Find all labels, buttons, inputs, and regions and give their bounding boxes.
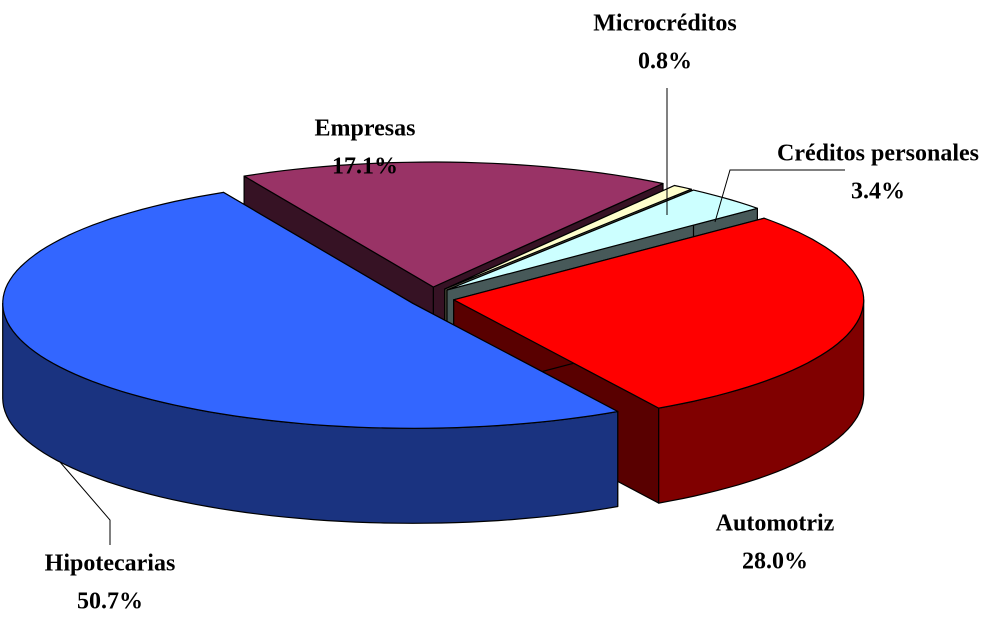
slice-label: Microcréditos bbox=[593, 11, 737, 37]
slice-value-label: 50.7% bbox=[77, 589, 143, 615]
slice bbox=[446, 189, 758, 291]
slice bbox=[453, 217, 865, 409]
slice-value-label: 28.0% bbox=[742, 549, 808, 575]
slice-label: Créditos personales bbox=[777, 141, 979, 167]
slice bbox=[243, 161, 664, 288]
slice bbox=[2, 191, 619, 429]
slice-label: Hipotecarias bbox=[45, 551, 176, 577]
leader-line bbox=[714, 169, 845, 223]
slice bbox=[444, 184, 692, 290]
slice-value-label: 0.8% bbox=[638, 49, 692, 75]
leader-line bbox=[59, 461, 111, 545]
pie bbox=[2, 161, 865, 524]
slice-label: Empresas bbox=[315, 116, 416, 142]
slice-value-label: 17.1% bbox=[332, 154, 398, 180]
slice-label: Automotriz bbox=[716, 511, 835, 537]
slice-value-label: 3.4% bbox=[851, 179, 905, 205]
